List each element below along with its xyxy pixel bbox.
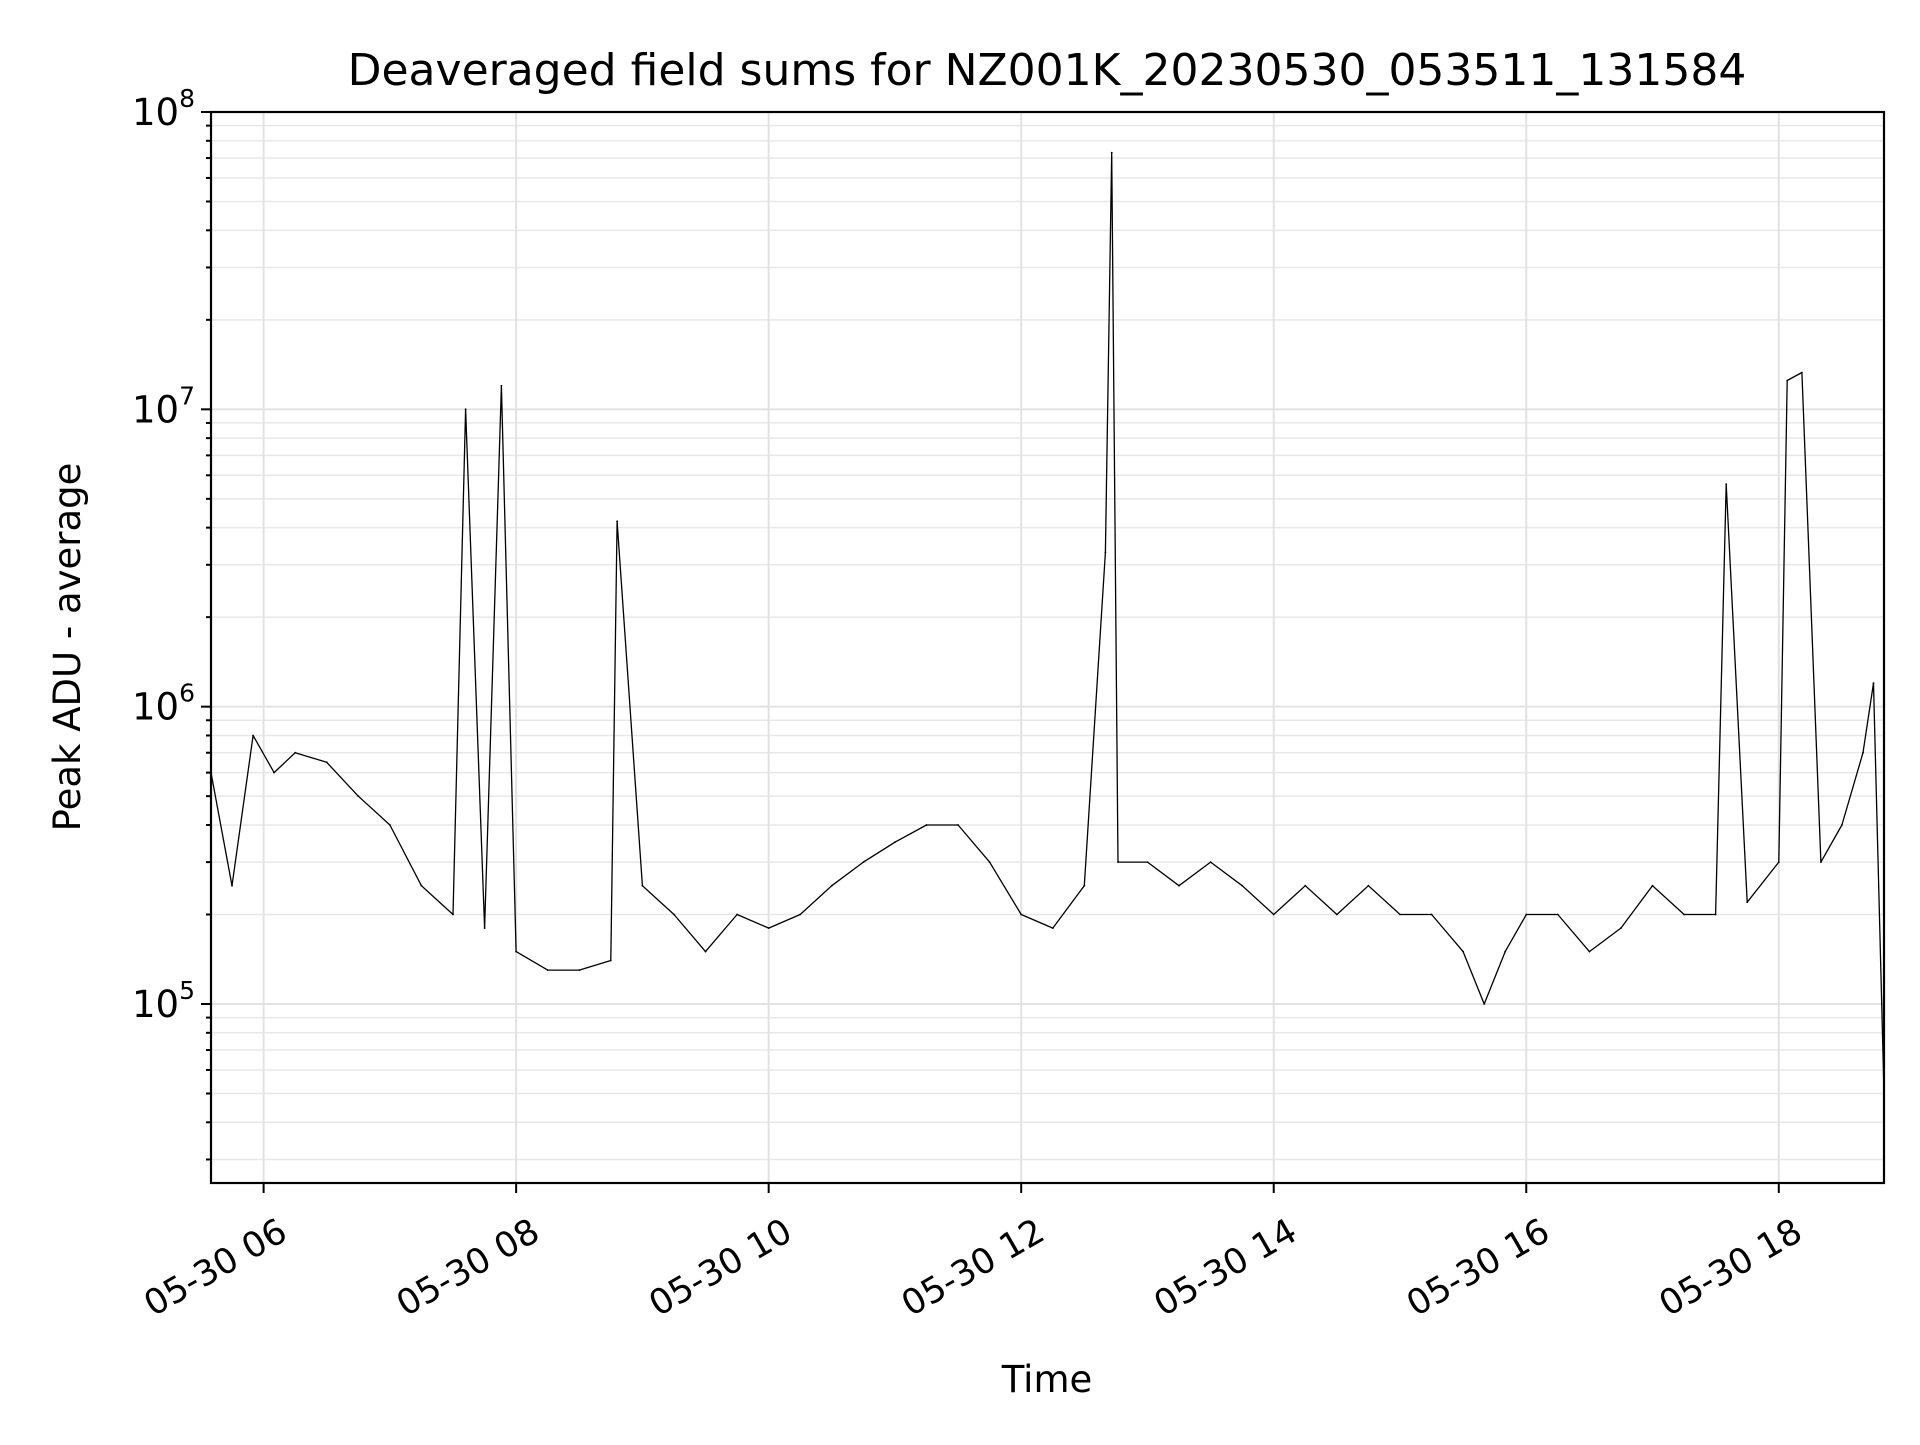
y-tick-label: 105: [132, 976, 195, 1026]
data-point: [1525, 913, 1528, 916]
y-tick-label-exponent: 7: [179, 381, 195, 410]
y-tick-label-exponent: 8: [179, 84, 195, 113]
data-point: [1746, 901, 1749, 904]
data-point: [1367, 884, 1370, 887]
data-point: [515, 950, 517, 953]
y-tick-label: 108: [132, 84, 195, 134]
data-point: [799, 913, 802, 916]
series-line: [210, 151, 1885, 1094]
data-point: [1209, 861, 1212, 863]
data-point: [1104, 551, 1107, 554]
data-point: [1588, 950, 1591, 953]
data-point: [1683, 913, 1685, 916]
data-point: [1820, 861, 1822, 863]
y-tick-label-base: 10: [132, 388, 179, 431]
y-tick-label-base: 10: [132, 686, 179, 729]
data-point: [1117, 861, 1119, 863]
data-point: [1556, 913, 1559, 916]
data-point: [1051, 927, 1054, 929]
data-point: [1862, 751, 1864, 754]
data-point: [988, 861, 991, 863]
series-layer: [210, 151, 1885, 1095]
data-point: [1110, 151, 1113, 154]
data-point: [252, 734, 255, 737]
data-point: [1620, 927, 1622, 929]
data-point: [1146, 861, 1149, 863]
data-point: [830, 884, 833, 887]
data-point: [1841, 824, 1843, 826]
data-point: [736, 913, 738, 916]
data-point: [862, 861, 865, 863]
data-point: [231, 884, 233, 887]
data-point: [957, 824, 959, 826]
data-point: [609, 959, 612, 962]
data-point: [1020, 913, 1023, 916]
data-point: [925, 824, 928, 826]
data-point: [1304, 884, 1307, 887]
y-tick-label-base: 10: [132, 983, 179, 1026]
data-point: [1178, 884, 1180, 887]
y-tick-label: 106: [132, 679, 195, 729]
data-point: [1786, 379, 1789, 382]
data-point: [357, 795, 360, 798]
data-point: [1241, 884, 1244, 887]
data-point: [1430, 913, 1433, 916]
data-point: [767, 927, 770, 929]
data-point: [616, 520, 618, 523]
data-point: [704, 950, 707, 953]
data-point: [1504, 950, 1507, 953]
data-point: [1725, 483, 1728, 486]
data-point: [1462, 950, 1464, 953]
data-point: [1399, 913, 1401, 916]
data-point: [1801, 371, 1803, 374]
data-point: [420, 884, 423, 887]
data-point: [1272, 913, 1275, 916]
plot-frame: [209, 110, 1886, 1185]
data-point: [500, 384, 503, 387]
data-point: [1872, 682, 1875, 684]
data-point: [464, 408, 467, 411]
data-point: [1714, 913, 1717, 916]
data-point: [673, 913, 675, 916]
data-point: [273, 771, 275, 774]
data-point: [389, 824, 391, 826]
data-point: [894, 841, 896, 844]
y-axis-label: Peak ADU - average: [46, 463, 89, 832]
data-point: [325, 761, 328, 764]
data-point: [1083, 884, 1086, 887]
y-tick-label-exponent: 5: [179, 976, 195, 1005]
chart-title: Deaveraged field sums for NZ001K_2023053…: [348, 45, 1747, 96]
data-point: [1651, 884, 1654, 887]
data-point: [483, 927, 486, 929]
data-point: [546, 969, 549, 971]
data-point: [578, 969, 581, 971]
data-point: [1777, 861, 1780, 863]
data-point: [452, 913, 454, 916]
data-point: [294, 751, 297, 754]
data-point: [1483, 1003, 1486, 1005]
y-tick-label-base: 10: [132, 91, 179, 134]
data-point: [1336, 913, 1338, 916]
y-tick-label: 107: [132, 381, 195, 431]
y-tick-label-exponent: 6: [179, 679, 195, 708]
x-axis-label: Time: [1001, 1358, 1093, 1401]
data-point: [641, 884, 644, 887]
